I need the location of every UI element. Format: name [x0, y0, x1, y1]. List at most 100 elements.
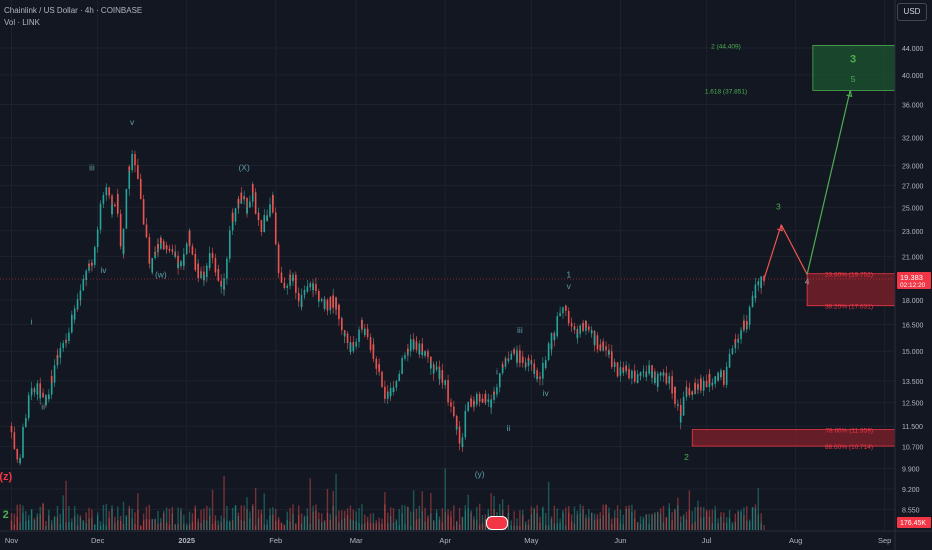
candle [688, 388, 691, 396]
candle [723, 370, 725, 381]
candle [165, 245, 168, 249]
volume-bar [694, 521, 696, 530]
volume-bar [763, 524, 765, 530]
volume-bar [622, 514, 624, 530]
candle [633, 378, 636, 382]
candle [30, 388, 33, 395]
candle [507, 359, 510, 361]
candle [740, 330, 742, 332]
price-tick-label: 23.000 [902, 229, 924, 236]
candle [723, 380, 725, 385]
candle [677, 404, 679, 406]
candle [25, 418, 27, 427]
volume-bar [573, 506, 576, 530]
alert-badge-icon[interactable] [486, 516, 508, 530]
volume-bar [315, 510, 317, 530]
volume-bar [165, 507, 168, 530]
volume-bar [320, 513, 323, 530]
volume-bar [349, 505, 352, 530]
candle [636, 374, 639, 383]
volume-bar [579, 504, 581, 530]
candle [114, 204, 116, 207]
volume-bar [536, 513, 538, 530]
volume-indicator-label[interactable]: Vol · LINK [4, 18, 41, 27]
volume-bar [516, 525, 518, 530]
candle [22, 426, 24, 446]
candle [625, 365, 627, 371]
candle [185, 243, 188, 250]
candle [217, 269, 220, 281]
candle [616, 375, 619, 377]
projection-arrowhead [776, 224, 783, 232]
volume-bar [332, 490, 334, 530]
candle [39, 393, 42, 399]
volume-bar [731, 522, 734, 530]
candle [228, 249, 231, 259]
candle [297, 292, 300, 297]
volume-bar [757, 514, 759, 530]
candle [576, 333, 579, 339]
price-tick-label: 15.000 [902, 349, 924, 356]
candle [470, 398, 472, 407]
wave-label: iv [100, 265, 107, 275]
candle [286, 285, 289, 288]
volume-bar [378, 522, 380, 530]
volume-bar [671, 520, 673, 530]
candle [559, 313, 561, 314]
volume-bar [62, 495, 64, 530]
candle [654, 377, 656, 383]
volume-bar [191, 521, 194, 530]
candle [409, 339, 412, 342]
volume-bar [364, 523, 366, 530]
volume-bar [208, 507, 211, 530]
candle [461, 437, 464, 447]
volume-bar [82, 519, 84, 530]
candle [743, 320, 745, 330]
candle [295, 274, 297, 281]
volume-bar [243, 520, 245, 530]
volume-bar [364, 514, 366, 530]
volume-bar [154, 519, 156, 530]
candle [720, 370, 722, 378]
volume-bar [381, 518, 383, 530]
volume-bar [392, 508, 395, 530]
volume-bar [315, 504, 317, 530]
volume-bar [45, 525, 47, 530]
volume-bar [312, 511, 314, 530]
volume-bar [559, 522, 561, 530]
currency-button[interactable]: USD [897, 3, 927, 21]
volume-bar [68, 506, 70, 530]
candle [579, 325, 582, 333]
candle [731, 348, 734, 351]
candle [484, 394, 487, 402]
candle [96, 236, 99, 248]
price-tick-label: 29.000 [902, 163, 924, 170]
volume-bar [240, 505, 242, 530]
volume-bar [231, 507, 234, 530]
volume-bar [329, 513, 332, 530]
candle [134, 153, 136, 160]
candle [608, 351, 610, 355]
candle [665, 379, 668, 384]
volume-bar [355, 511, 357, 530]
candle [590, 331, 593, 334]
candle [226, 258, 228, 272]
candle [231, 212, 234, 222]
volume-bar [257, 518, 260, 530]
volume-bar [111, 508, 113, 530]
candle [464, 417, 467, 438]
volume-bar [48, 509, 50, 530]
candle [444, 380, 447, 385]
volume-bar [257, 509, 260, 530]
volume-bar [188, 524, 191, 530]
candle [467, 403, 469, 411]
volume-bar [590, 512, 593, 530]
volume-bar [71, 522, 73, 530]
volume-bar [352, 520, 354, 530]
volume-bar [616, 505, 619, 530]
candle [197, 263, 199, 279]
candle [125, 188, 128, 207]
volume-bar [720, 516, 722, 530]
candle [475, 393, 478, 395]
